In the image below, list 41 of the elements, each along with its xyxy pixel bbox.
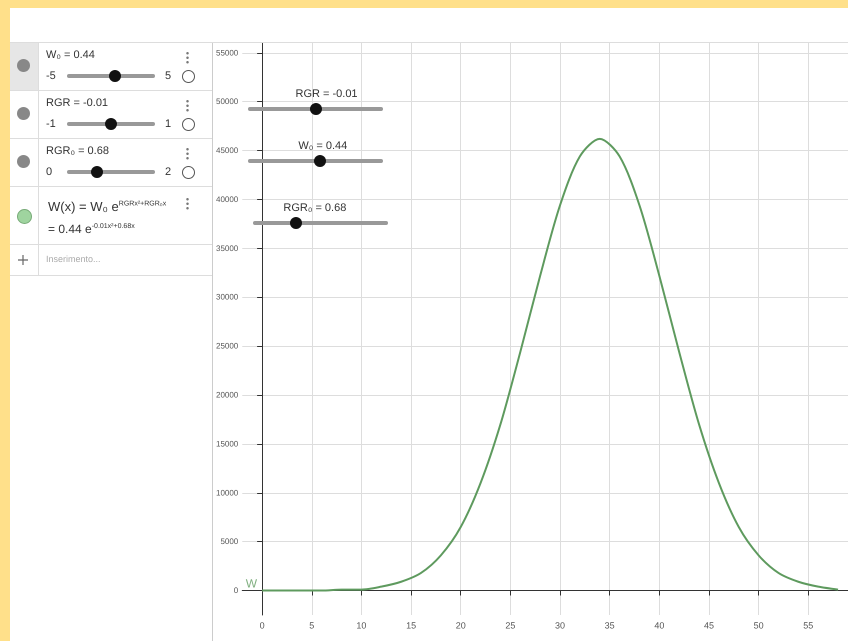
text: 5 [165,70,172,82]
x-tick-label: 0 [260,620,265,630]
y-tick-label: 50000 [216,97,239,106]
y-tick-label: 35000 [216,244,239,253]
y-tick-label: 45000 [216,146,239,156]
line-series [261,138,840,592]
y-tick-label: 5000 [220,537,239,546]
x-tick-label: 15 [406,620,416,630]
annotation: W [246,576,258,591]
x-tick-label: 45 [704,620,714,630]
text: -1 [46,118,56,130]
annotation: W₀ = 0.44 [298,140,348,152]
text: Inserimento... [46,254,101,264]
y-tick-label: 0 [234,586,239,596]
y-tick-label: 10000 [216,488,239,498]
annotation: RGR₀ = 0.68 [283,202,346,214]
text: 0 [46,166,52,178]
text: W₀ = 0.44 [46,49,95,61]
y-tick-label: 55000 [216,48,239,58]
x-tick-label: 5 [309,620,314,630]
x-tick-label: 30 [555,620,566,630]
x-tick-label: 20 [456,620,466,630]
text: = 0.44 e$^{-0.01x²+0.68x}$ [48,222,135,236]
x-tick-label: 10 [356,620,366,630]
x-tick-label: 55 [803,620,814,630]
y-tick-label: 40000 [216,194,239,204]
text: RGR = -0.01 [46,97,108,109]
y-tick-label: 20000 [216,390,239,400]
text: W(x) = W₀ e$^{RGRx²+RGR₀x}$ [48,199,166,214]
text: 2 [165,166,172,178]
y-tick-label: 15000 [216,439,239,448]
x-tick-label: 35 [604,620,615,630]
text: 1 [165,118,172,130]
x-tick-label: 50 [754,620,764,630]
text: -5 [46,70,56,82]
y-tick-label: 30000 [216,292,239,302]
annotation: RGR = -0.01 [296,88,358,100]
text: RGR₀ = 0.68 [46,145,109,157]
y-tick-label: 25000 [216,342,239,351]
x-tick-label: 40 [654,620,664,630]
x-tick-label: 25 [505,620,516,630]
